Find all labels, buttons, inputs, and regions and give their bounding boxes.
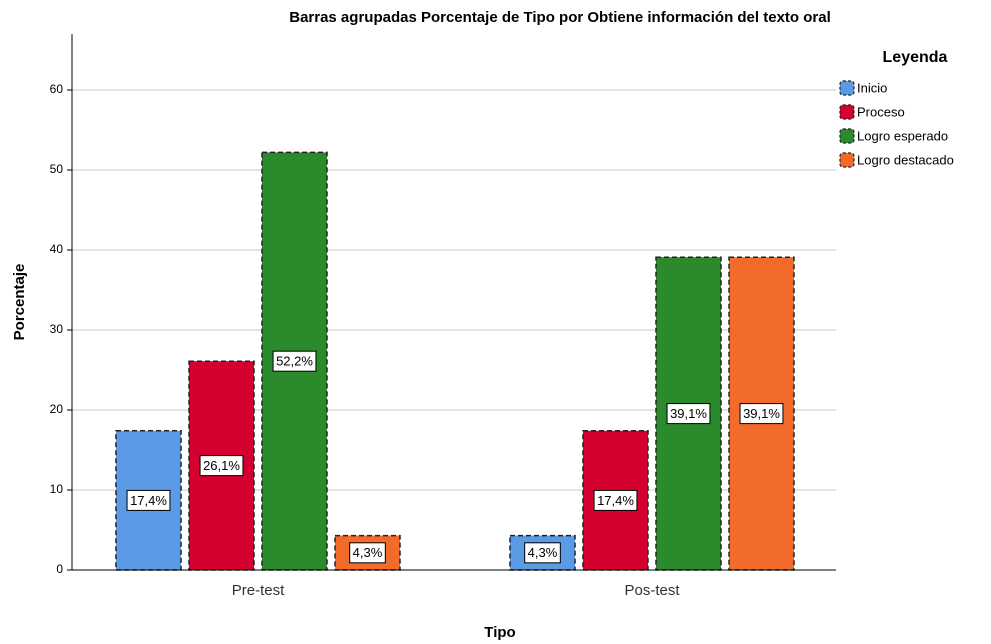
value-label: 4,3% (524, 542, 561, 564)
value-label: 17,4% (593, 489, 638, 511)
y-tick-label: 10 (50, 482, 64, 496)
legend-title: Leyenda (883, 49, 948, 66)
value-label-box (199, 455, 244, 477)
legend-label: Inicio (857, 80, 887, 95)
value-label-box (666, 403, 711, 425)
x-axis-title: Tipo (484, 624, 515, 641)
y-tick-label: 20 (50, 402, 64, 416)
legend-label: Proceso (857, 104, 905, 119)
value-label-box (524, 542, 561, 564)
chart-title: Barras agrupadas Porcentaje de Tipo por … (289, 9, 831, 26)
value-label-text: 4,3% (528, 545, 558, 560)
legend-swatch (839, 152, 855, 168)
x-tick-label: Pre-test (232, 582, 285, 599)
value-label-box (593, 489, 638, 511)
value-label: 39,1% (739, 403, 784, 425)
y-tick-label: 40 (50, 242, 64, 256)
value-label-text: 52,2% (276, 354, 313, 369)
value-label-box (272, 350, 317, 372)
value-label-text: 26,1% (203, 458, 240, 473)
legend-swatch (839, 128, 855, 144)
value-label: 26,1% (199, 455, 244, 477)
y-tick-label: 60 (50, 82, 64, 96)
y-tick-label: 0 (56, 562, 63, 576)
value-label: 39,1% (666, 403, 711, 425)
legend-swatch (839, 104, 855, 120)
value-label-text: 17,4% (597, 493, 634, 508)
value-label-box (739, 403, 784, 425)
value-label-text: 4,3% (353, 545, 383, 560)
value-label-text: 17,4% (130, 493, 167, 508)
value-label-box (126, 489, 171, 511)
legend-label: Logro destacado (857, 152, 954, 167)
x-tick-label: Pos-test (624, 582, 680, 599)
value-label: 17,4% (126, 489, 171, 511)
legend-label: Logro esperado (857, 128, 948, 143)
value-label-box (349, 542, 386, 564)
legend-swatch (839, 80, 855, 96)
y-tick-label: 30 (50, 322, 64, 336)
value-label-text: 39,1% (670, 406, 707, 421)
value-label: 52,2% (272, 350, 317, 372)
y-tick-label: 50 (50, 162, 64, 176)
value-label: 4,3% (349, 542, 386, 564)
y-axis-title: Porcentaje (11, 264, 28, 341)
value-label-text: 39,1% (743, 406, 780, 421)
